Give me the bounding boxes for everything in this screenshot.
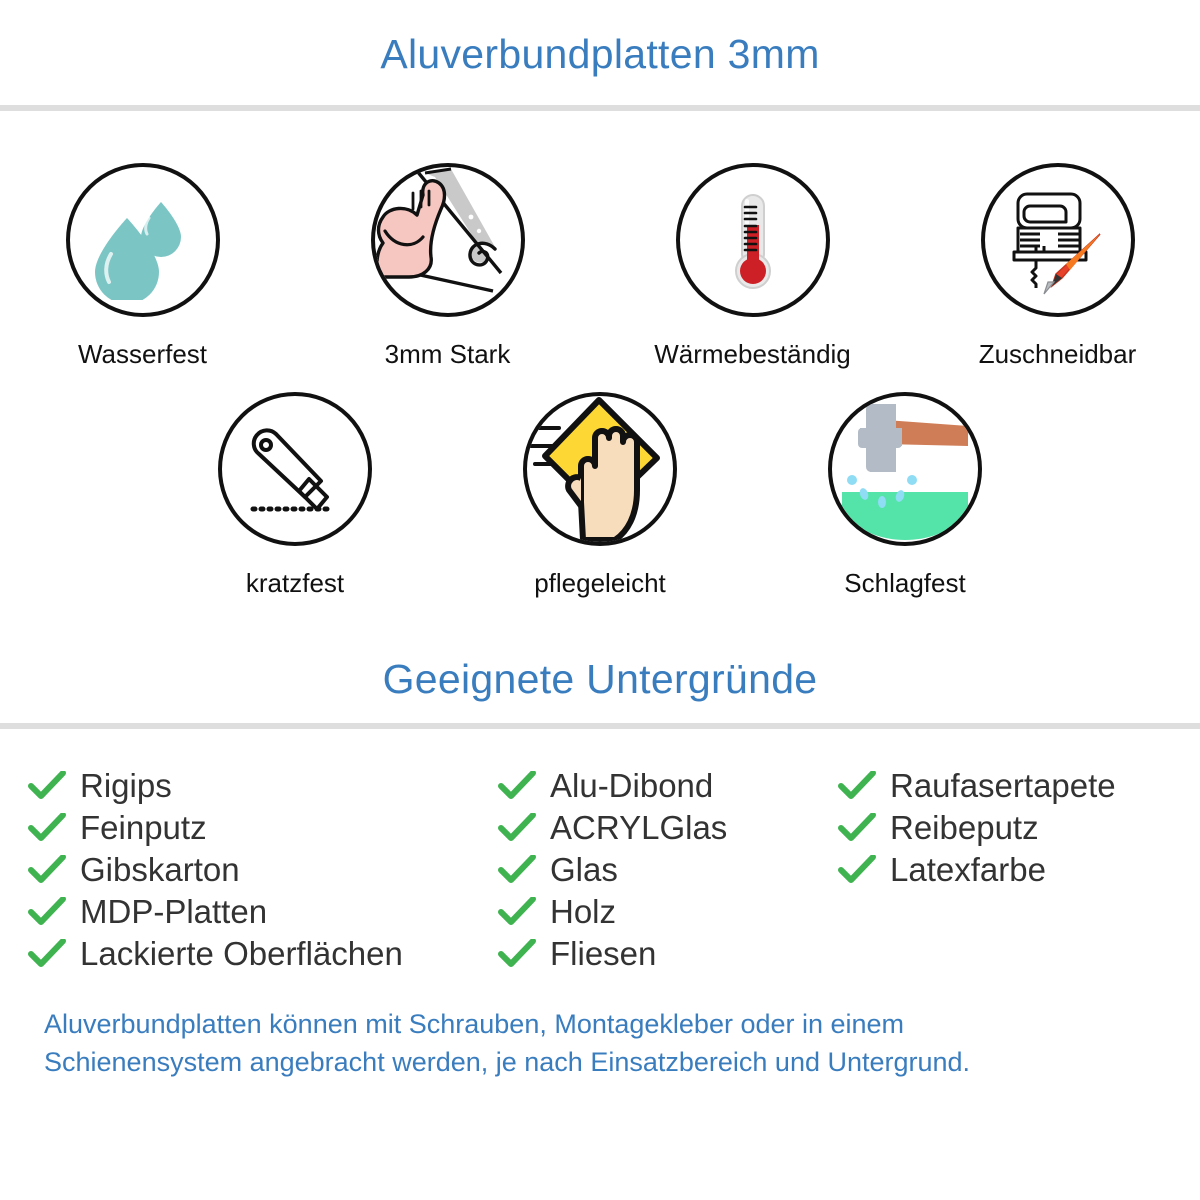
list-item-label: Reibeputz — [890, 809, 1039, 846]
feature-label: Wasserfest — [77, 339, 208, 369]
list-item[interactable]: Holz — [496, 891, 836, 933]
check-icon — [26, 937, 68, 971]
check-icon — [836, 811, 878, 845]
check-icon — [496, 811, 538, 845]
feature-circle-wasserfest — [65, 163, 220, 317]
feature-circle-waermebestaendig — [675, 163, 830, 317]
list-item[interactable]: Raufasertapete — [836, 765, 1186, 807]
feature-label: Wärmebeständig — [654, 339, 851, 369]
feature-item-kratzfest[interactable]: kratzfest — [216, 392, 374, 599]
list-item[interactable]: Reibeputz — [836, 807, 1186, 849]
feature-label: Schlagfest — [844, 568, 966, 598]
list-item-label: Glas — [550, 851, 618, 888]
footer-note: Aluverbundplatten können mit Schrauben, … — [0, 1005, 1200, 1082]
check-icon — [836, 769, 878, 803]
feature-row-top: Wasserfest — [0, 163, 1200, 370]
feature-label: kratzfest — [245, 568, 345, 598]
section-title: Geeignete Untergründe — [382, 656, 818, 702]
list-item[interactable]: Gibskarton — [26, 849, 496, 891]
feature-item-3mm-stark[interactable]: 3mm Stark — [369, 163, 527, 370]
feature-item-wasserfest[interactable]: Wasserfest — [64, 163, 222, 370]
list-item-label: Rigips — [80, 767, 172, 804]
cutter-scratch-icon — [235, 409, 355, 529]
divider-middle — [0, 723, 1200, 729]
feature-circle-kratzfest — [218, 392, 372, 546]
feature-item-zuschneidbar[interactable]: Zuschneidbar — [979, 163, 1137, 370]
list-item-label: ACRYLGlas — [550, 809, 728, 846]
checklist-column-2: Alu-Dibond ACRYLGlas Glas Holz Fliesen — [496, 765, 836, 975]
thermometer-icon — [698, 185, 808, 295]
section-title-block: Geeignete Untergründe — [0, 651, 1200, 700]
list-item-label: Gibskarton — [80, 851, 240, 888]
check-icon — [26, 895, 68, 929]
jigsaw-cutter-icon — [996, 178, 1120, 302]
feature-circle-pflegeleicht — [523, 392, 677, 546]
footer-note-line-2: Schienensystem angebracht werden, je nac… — [44, 1047, 971, 1078]
page-title-block: Aluverbundplatten 3mm — [0, 0, 1200, 75]
check-icon — [496, 937, 538, 971]
list-item[interactable]: Alu-Dibond — [496, 765, 836, 807]
check-icon — [26, 811, 68, 845]
check-icon — [26, 769, 68, 803]
footer-note-line-1: Aluverbundplatten können mit Schrauben, … — [44, 1009, 905, 1039]
list-item[interactable]: Feinputz — [26, 807, 496, 849]
feature-circle-3mm-stark — [370, 163, 525, 317]
list-item-label: Fliesen — [550, 935, 657, 972]
feature-label: 3mm Stark — [384, 339, 511, 369]
feature-label: Zuschneidbar — [978, 339, 1137, 369]
flexed-bicep-icon — [374, 167, 521, 313]
feature-item-schlagfest[interactable]: Schlagfest — [826, 392, 984, 599]
feature-label: pflegeleicht — [534, 568, 666, 598]
list-item[interactable]: Glas — [496, 849, 836, 891]
feature-row-bottom: kratzfest pflegel — [0, 392, 1200, 599]
feature-circle-zuschneidbar — [980, 163, 1135, 317]
list-item-label: Lackierte Oberflächen — [80, 935, 403, 972]
list-item-label: Holz — [550, 893, 617, 930]
checklist-column-3: Raufasertapete Reibeputz Latexfarbe — [836, 765, 1186, 975]
list-item[interactable]: Fliesen — [496, 933, 836, 975]
list-item-label: Latexfarbe — [890, 851, 1046, 888]
check-icon — [496, 853, 538, 887]
checklist-column-1: Rigips Feinputz Gibskarton MDP-Platten L… — [26, 765, 496, 975]
feature-item-waermebestaendig[interactable]: Wärmebeständig — [654, 163, 851, 370]
water-drops-icon — [83, 180, 203, 300]
suitable-substrates-checklist: Rigips Feinputz Gibskarton MDP-Platten L… — [0, 765, 1200, 975]
list-item[interactable]: Rigips — [26, 765, 496, 807]
check-icon — [26, 853, 68, 887]
check-icon — [496, 895, 538, 929]
page-title: Aluverbundplatten 3mm — [380, 31, 820, 77]
list-item-label: Alu-Dibond — [550, 767, 714, 804]
list-item[interactable]: MDP-Platten — [26, 891, 496, 933]
list-item[interactable]: ACRYLGlas — [496, 807, 836, 849]
list-item-label: Feinputz — [80, 809, 207, 846]
list-item-label: Raufasertapete — [890, 767, 1116, 804]
divider-top — [0, 105, 1200, 111]
feature-item-pflegeleicht[interactable]: pflegeleicht — [521, 392, 679, 599]
hammer-impact-icon — [832, 396, 978, 542]
list-item[interactable]: Latexfarbe — [836, 849, 1186, 891]
list-item-label: MDP-Platten — [80, 893, 268, 930]
hand-cloth-icon — [527, 396, 673, 542]
check-icon — [496, 769, 538, 803]
check-icon — [836, 853, 878, 887]
list-item[interactable]: Lackierte Oberflächen — [26, 933, 496, 975]
feature-circle-schlagfest — [828, 392, 982, 546]
